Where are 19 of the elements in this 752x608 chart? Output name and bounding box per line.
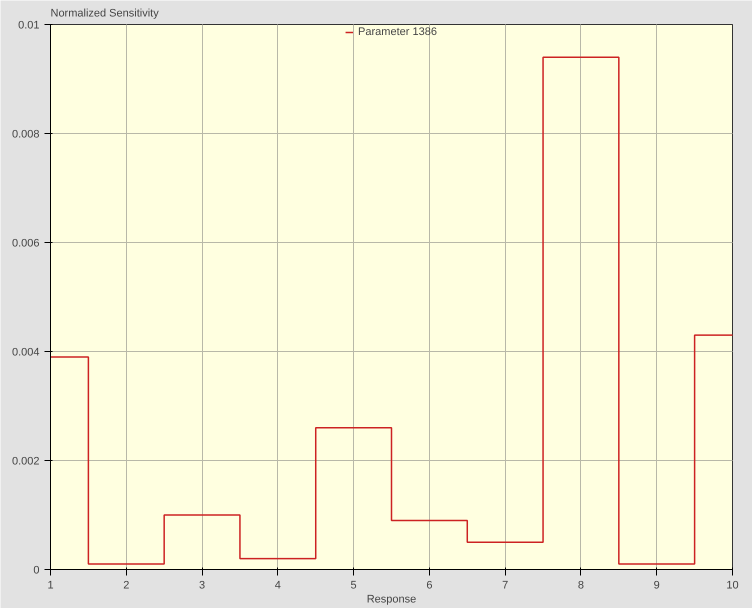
x-tick-label: 6 <box>426 580 432 592</box>
x-tick-label: 2 <box>123 580 130 592</box>
x-tick-label: 4 <box>274 580 281 592</box>
x-axis-title: Response <box>366 594 416 606</box>
y-axis-title: Normalized Sensitivity <box>50 8 160 20</box>
x-tick-label: 8 <box>578 580 584 592</box>
y-tick-label: 0.008 <box>12 128 40 140</box>
x-tick-label: 10 <box>726 580 739 592</box>
x-tick-label: 5 <box>350 580 357 592</box>
x-tick-label: 7 <box>502 580 508 592</box>
y-tick-label: 0.01 <box>18 20 40 32</box>
y-tick-label: 0.006 <box>12 238 40 250</box>
y-tick-label: 0 <box>33 564 40 576</box>
y-tick-label: 0.004 <box>12 346 40 358</box>
x-tick-label: 3 <box>198 580 206 592</box>
x-tick-label: 9 <box>654 580 660 592</box>
y-tick-label: 0.002 <box>12 456 40 468</box>
legend-label: Parameter 1386 <box>358 26 437 38</box>
x-tick-label: 1 <box>47 580 54 592</box>
